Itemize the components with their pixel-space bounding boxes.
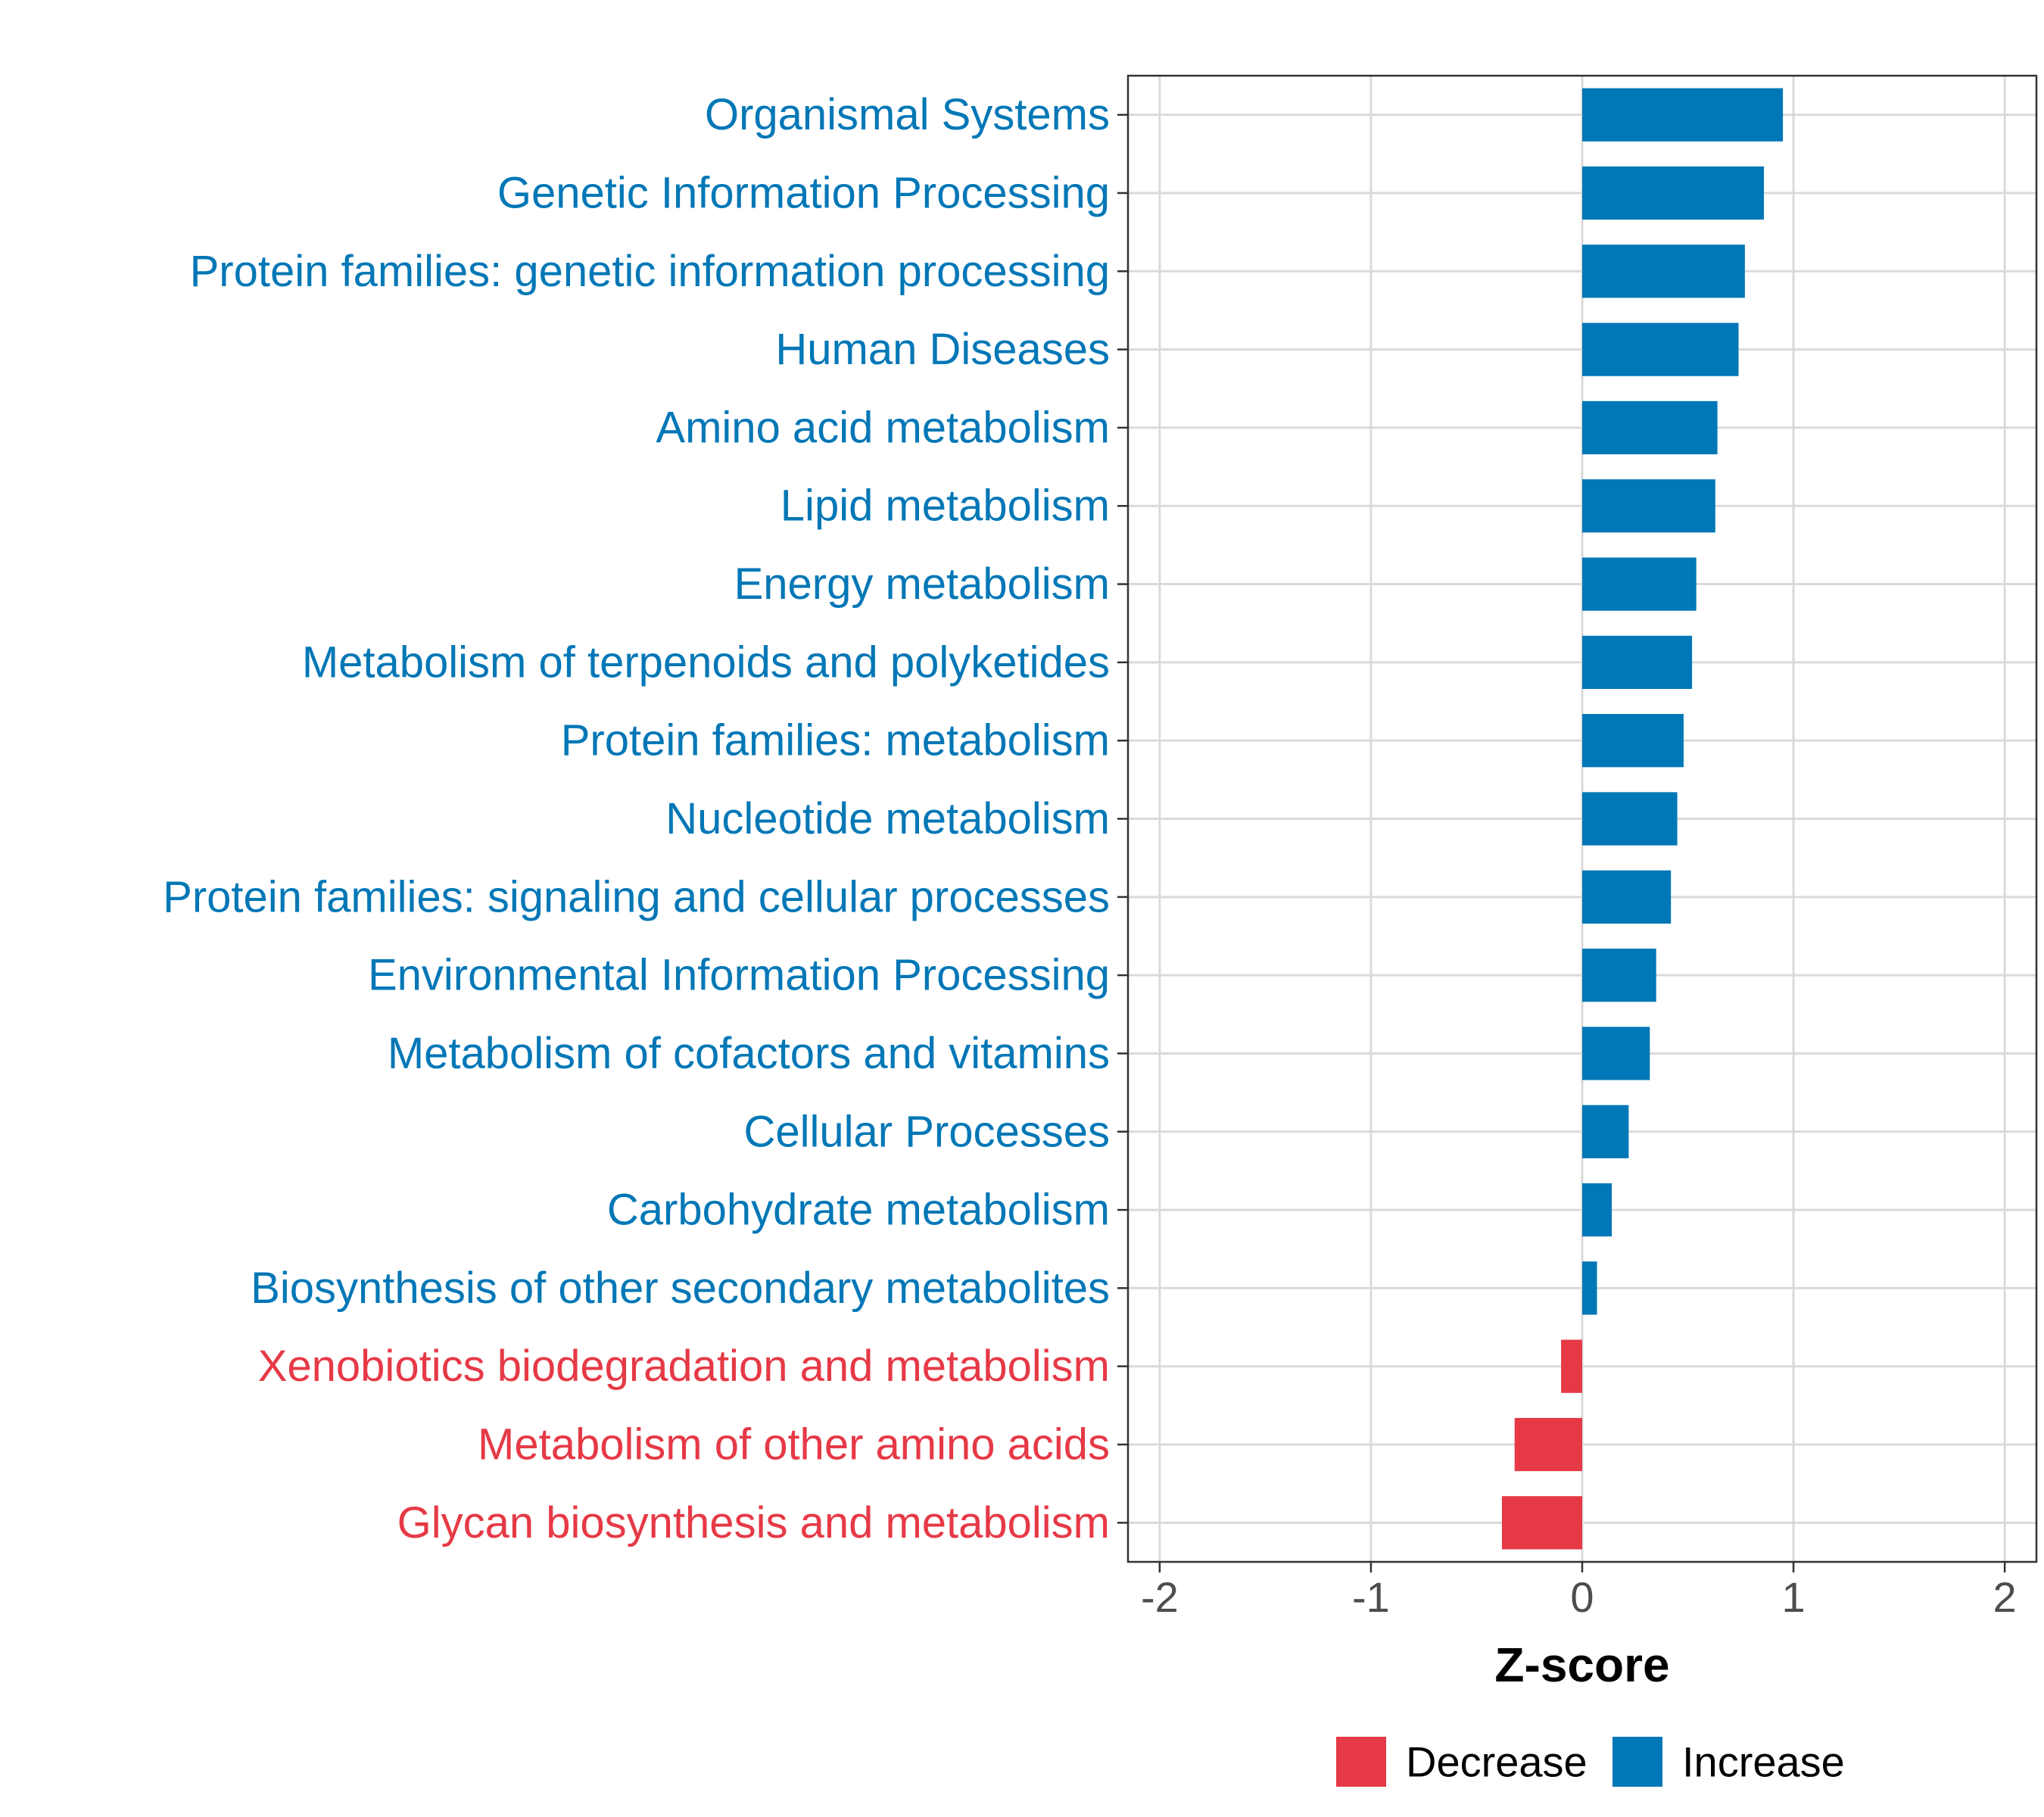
legend-label: Decrease (1406, 1738, 1588, 1786)
bar (1582, 557, 1697, 611)
y-tick-label: Metabolism of other amino acids (478, 1420, 1110, 1469)
x-tick-label: 2 (1993, 1573, 2017, 1621)
y-tick-label: Carbohydrate metabolism (607, 1186, 1110, 1235)
legend-label: Increase (1682, 1738, 1845, 1786)
bar (1514, 1417, 1582, 1472)
bar (1501, 1496, 1582, 1550)
y-tick-label: Xenobiotics biodegradation and metabolis… (258, 1342, 1110, 1391)
bar (1582, 479, 1715, 533)
y-tick-label: Organismal Systems (705, 90, 1110, 139)
x-tick-label: 0 (1570, 1573, 1594, 1621)
x-tick-label: -2 (1141, 1573, 1179, 1621)
x-tick-label: -1 (1352, 1573, 1390, 1621)
bar (1582, 1183, 1612, 1237)
y-tick-label: Metabolism of cofactors and vitamins (388, 1029, 1110, 1078)
bar (1582, 166, 1764, 220)
y-tick-label: Human Diseases (775, 325, 1110, 374)
y-tick-label: Protein families: signaling and cellular… (163, 872, 1110, 921)
x-axis-title: Z-score (1494, 1638, 1669, 1692)
bar (1582, 88, 1784, 142)
bar (1582, 949, 1656, 1002)
bar (1561, 1339, 1582, 1393)
bar (1582, 245, 1745, 298)
bar (1582, 870, 1672, 924)
bar (1582, 1261, 1597, 1315)
y-tick-label: Nucleotide metabolism (665, 794, 1110, 843)
y-tick-label: Protein families: genetic information pr… (190, 247, 1110, 296)
y-tick-label: Environmental Information Processing (368, 951, 1110, 1000)
bar (1582, 635, 1693, 689)
y-axis: Organismal Systems Genetic Information Pr… (163, 90, 1128, 1547)
bar (1582, 714, 1684, 768)
y-tick-label: Amino acid metabolism (656, 403, 1110, 452)
bar (1582, 400, 1718, 455)
bar (1582, 792, 1678, 846)
y-tick-label: Protein families: metabolism (561, 716, 1110, 765)
bar (1582, 1105, 1629, 1158)
legend: Decrease Increase (1336, 1737, 1845, 1787)
y-tick-label: Lipid metabolism (781, 482, 1110, 531)
x-axis: -2 -1 0 1 2 (1141, 1562, 2017, 1621)
y-tick-label: Glycan biosynthesis and metabolism (397, 1498, 1110, 1547)
y-tick-label: Cellular Processes (743, 1107, 1110, 1156)
legend-swatch (1336, 1737, 1386, 1787)
y-tick-label: Metabolism of terpenoids and polyketides (302, 637, 1110, 687)
bars (1501, 88, 1784, 1550)
y-tick-label: Genetic Information Processing (497, 168, 1110, 217)
bar (1582, 1027, 1650, 1080)
y-tick-label: Energy metabolism (734, 559, 1110, 609)
y-tick-label: Biosynthesis of other secondary metaboli… (251, 1264, 1110, 1313)
legend-swatch (1612, 1737, 1662, 1787)
x-tick-label: 1 (1781, 1573, 1805, 1621)
bar (1582, 323, 1739, 376)
